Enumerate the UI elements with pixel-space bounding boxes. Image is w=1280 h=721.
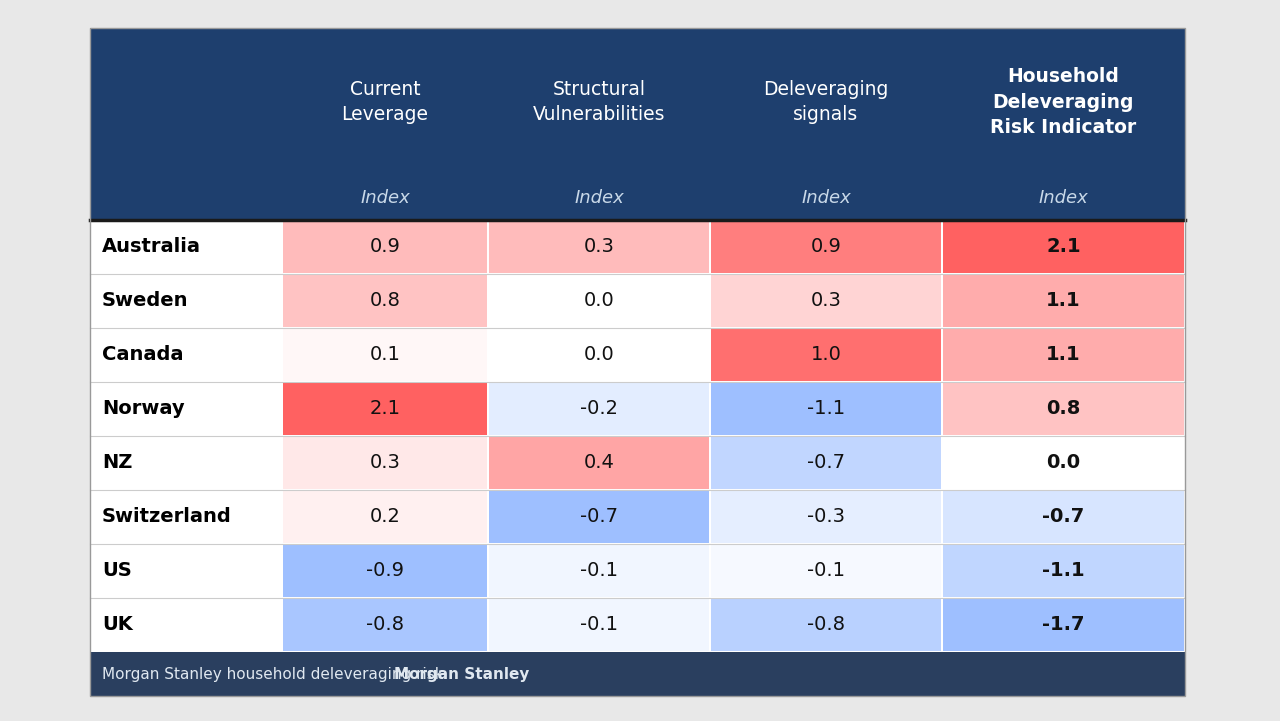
- Text: -0.9: -0.9: [366, 562, 404, 580]
- Text: 0.1: 0.1: [370, 345, 401, 365]
- Text: 0.4: 0.4: [584, 454, 614, 472]
- Text: 0.8: 0.8: [1046, 399, 1080, 418]
- Text: US: US: [102, 562, 132, 580]
- Bar: [90, 436, 282, 490]
- Bar: [943, 329, 1184, 381]
- Bar: [283, 275, 486, 327]
- Bar: [90, 220, 1185, 652]
- Text: Sweden: Sweden: [102, 291, 188, 311]
- Text: Structural
Vulnerabilities: Structural Vulnerabilities: [532, 79, 666, 125]
- Bar: [283, 491, 486, 543]
- Text: 0.3: 0.3: [584, 237, 614, 257]
- Text: -1.1: -1.1: [806, 399, 845, 418]
- Text: 0.0: 0.0: [584, 291, 614, 311]
- Bar: [489, 275, 709, 327]
- Text: UK: UK: [102, 616, 133, 634]
- Bar: [710, 491, 941, 543]
- Bar: [710, 383, 941, 435]
- Bar: [90, 220, 282, 274]
- Bar: [90, 544, 282, 598]
- Bar: [489, 221, 709, 273]
- Text: Household
Deleveraging
Risk Indicator: Household Deleveraging Risk Indicator: [991, 67, 1137, 137]
- Bar: [90, 490, 282, 544]
- Bar: [90, 274, 282, 328]
- Text: 0.3: 0.3: [810, 291, 841, 311]
- Text: -0.7: -0.7: [1042, 508, 1084, 526]
- Text: 1.1: 1.1: [1046, 291, 1080, 311]
- Text: 0.0: 0.0: [1047, 454, 1080, 472]
- Text: 0.9: 0.9: [370, 237, 401, 257]
- Text: Index: Index: [801, 189, 851, 207]
- Text: -0.3: -0.3: [806, 508, 845, 526]
- Text: 0.8: 0.8: [370, 291, 401, 311]
- Text: 2.1: 2.1: [1046, 237, 1080, 257]
- Bar: [489, 383, 709, 435]
- Text: 0.3: 0.3: [370, 454, 401, 472]
- Bar: [710, 599, 941, 651]
- Bar: [90, 28, 1185, 696]
- Bar: [283, 545, 486, 597]
- Text: Deleveraging
signals: Deleveraging signals: [763, 79, 888, 125]
- Bar: [90, 28, 1185, 220]
- Text: 0.9: 0.9: [810, 237, 841, 257]
- Text: 0.2: 0.2: [370, 508, 401, 526]
- Bar: [489, 545, 709, 597]
- Bar: [489, 599, 709, 651]
- Bar: [943, 437, 1184, 489]
- Bar: [90, 328, 282, 382]
- Text: -0.1: -0.1: [580, 616, 618, 634]
- Bar: [943, 599, 1184, 651]
- Text: -0.1: -0.1: [580, 562, 618, 580]
- Text: 0.0: 0.0: [584, 345, 614, 365]
- Bar: [283, 383, 486, 435]
- Text: -0.1: -0.1: [806, 562, 845, 580]
- Bar: [90, 598, 282, 652]
- Bar: [943, 545, 1184, 597]
- Bar: [710, 329, 941, 381]
- Text: Index: Index: [360, 189, 410, 207]
- Text: Switzerland: Switzerland: [102, 508, 232, 526]
- Text: 1.0: 1.0: [810, 345, 841, 365]
- Bar: [283, 599, 486, 651]
- Text: Index: Index: [1038, 189, 1088, 207]
- Text: -0.8: -0.8: [806, 616, 845, 634]
- Bar: [283, 437, 486, 489]
- Bar: [943, 275, 1184, 327]
- Text: Australia: Australia: [102, 237, 201, 257]
- Text: Current
Leverage: Current Leverage: [342, 79, 429, 125]
- Text: -0.7: -0.7: [806, 454, 845, 472]
- Text: 1.1: 1.1: [1046, 345, 1080, 365]
- Bar: [710, 545, 941, 597]
- Text: Index: Index: [575, 189, 623, 207]
- Bar: [710, 275, 941, 327]
- Text: Morgan Stanley household deleveraging risk: Morgan Stanley household deleveraging ri…: [102, 666, 448, 681]
- Bar: [943, 383, 1184, 435]
- Bar: [943, 491, 1184, 543]
- Text: -1.1: -1.1: [1042, 562, 1085, 580]
- Text: Canada: Canada: [102, 345, 183, 365]
- Text: Norway: Norway: [102, 399, 184, 418]
- Bar: [90, 652, 1185, 696]
- Bar: [710, 437, 941, 489]
- Text: 2.1: 2.1: [370, 399, 401, 418]
- Bar: [489, 437, 709, 489]
- Bar: [283, 329, 486, 381]
- Bar: [90, 382, 282, 436]
- Bar: [489, 491, 709, 543]
- Text: -0.8: -0.8: [366, 616, 404, 634]
- Bar: [710, 221, 941, 273]
- Bar: [489, 329, 709, 381]
- Text: -0.7: -0.7: [580, 508, 618, 526]
- Bar: [943, 221, 1184, 273]
- Text: NZ: NZ: [102, 454, 132, 472]
- Text: Morgan Stanley: Morgan Stanley: [394, 666, 530, 681]
- Text: -1.7: -1.7: [1042, 616, 1084, 634]
- Text: -0.2: -0.2: [580, 399, 618, 418]
- Bar: [283, 221, 486, 273]
